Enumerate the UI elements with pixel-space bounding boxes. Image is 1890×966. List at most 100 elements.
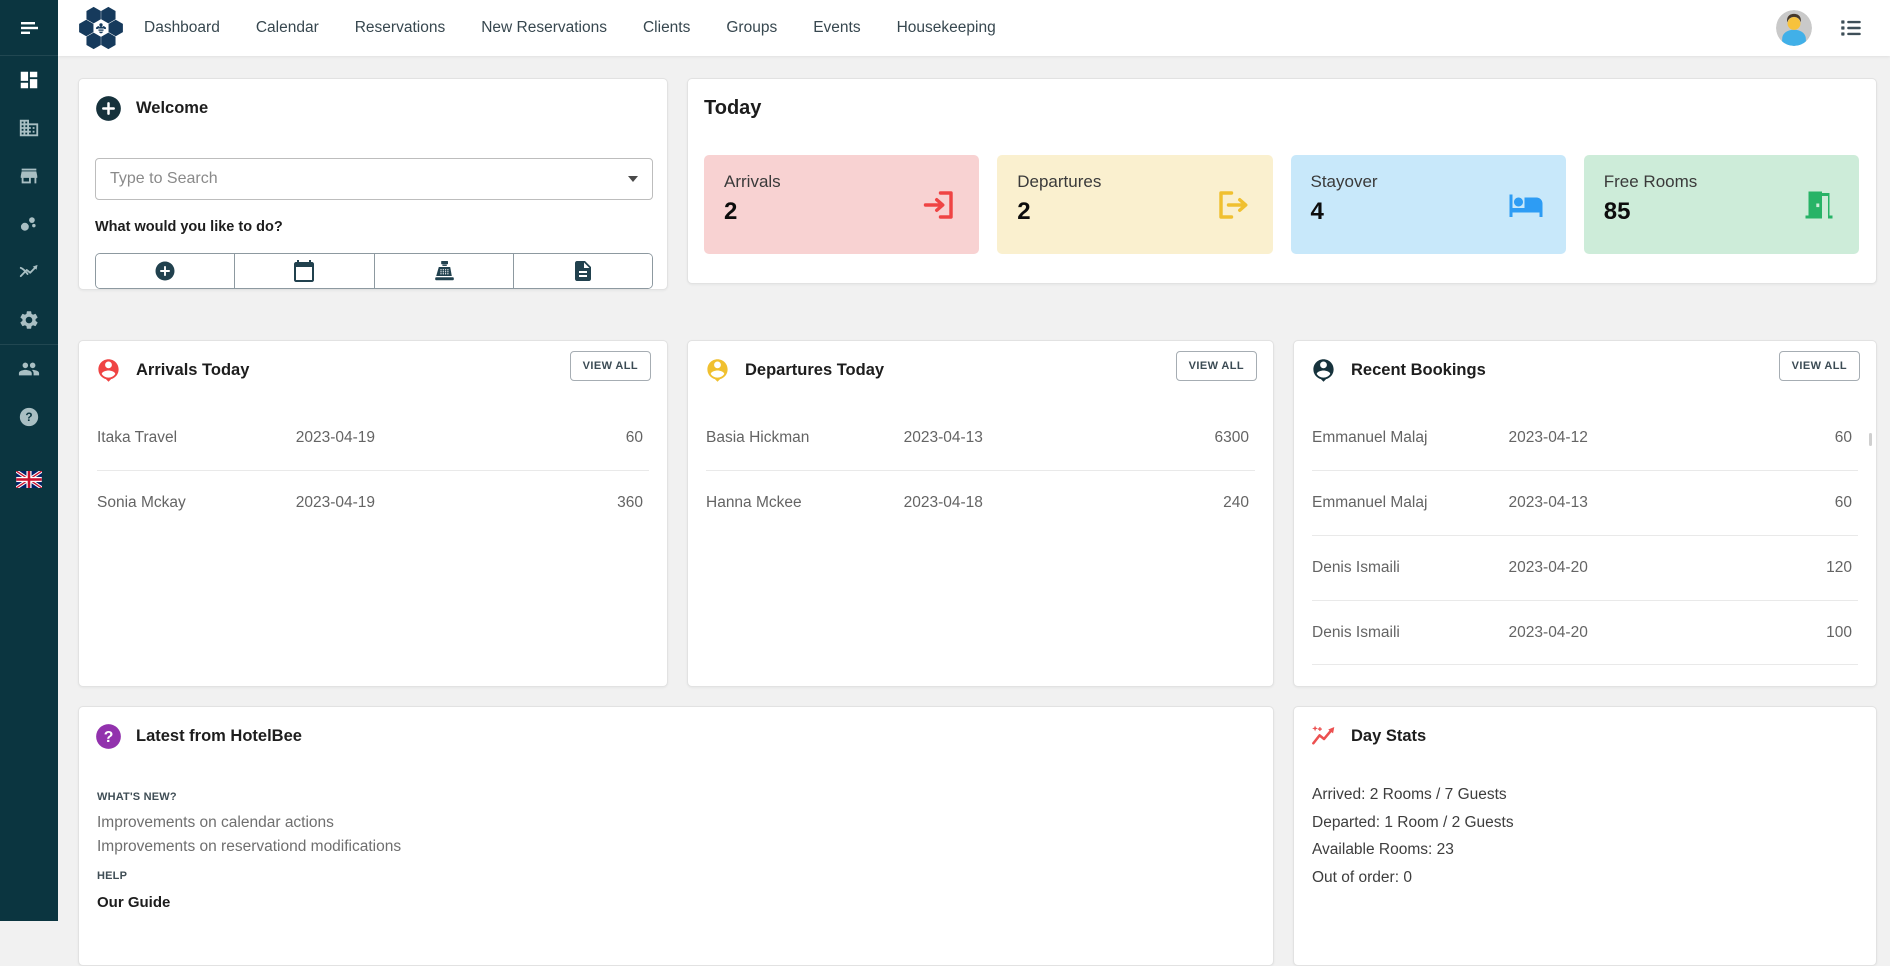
departures-today-card: Departures Today VIEW ALL Basia Hickman … (687, 340, 1274, 687)
sidebar-item-frontdesk[interactable] (0, 152, 58, 200)
dashboard-icon (20, 71, 38, 89)
whats-new-label: WHAT'S NEW? (97, 791, 177, 803)
guest-name: Emmanuel Malaj (1312, 494, 1428, 511)
chevron-down-icon[interactable] (628, 176, 638, 182)
recent-view-all-button[interactable]: VIEW ALL (1778, 351, 1860, 381)
welcome-header: Welcome (95, 95, 208, 122)
hotelbee-logo[interactable] (78, 5, 124, 51)
door-icon (1805, 191, 1833, 219)
recent-bookings-card: Recent Bookings VIEW ALL Emmanuel Malaj … (1293, 340, 1877, 687)
new-reservation-button[interactable] (96, 254, 236, 288)
stat-stayover[interactable]: Stayover 4 (1290, 155, 1566, 254)
sidebar-item-statistics[interactable] (0, 248, 58, 296)
sidebar: ? (0, 0, 58, 921)
today-title: Today (704, 97, 762, 119)
nav-item-groups[interactable]: Groups (726, 19, 778, 36)
stat-value: 2 (1017, 198, 1031, 225)
table-row[interactable]: Emmanuel Malaj 2023-04-12 60 (1312, 405, 1858, 470)
latest-header: ? Latest from HotelBee (95, 723, 302, 750)
nav-item-housekeeping[interactable]: Housekeeping (896, 19, 996, 36)
sidebar-divider (0, 344, 58, 345)
day-stat-line: Arrived: 2 Rooms / 7 Guests (1312, 786, 1507, 803)
stat-arrivals[interactable]: Arrivals 2 (704, 155, 980, 254)
guest-name: Emmanuel Malaj (1312, 428, 1428, 446)
day-stat-line: Out of order: 0 (1312, 869, 1412, 886)
sidebar-item-channels[interactable] (0, 200, 58, 248)
departures-view-all-button[interactable]: VIEW ALL (1175, 351, 1257, 381)
document-icon (574, 261, 591, 281)
top-navbar: Dashboard Calendar Reservations New Rese… (58, 0, 1890, 56)
booking-amount: 60 (1834, 428, 1852, 446)
booking-date: 2023-04-20 (1508, 559, 1588, 576)
sidebar-item-users[interactable] (0, 345, 58, 393)
booking-amount: 60 (1834, 494, 1852, 511)
user-avatar[interactable] (1776, 10, 1812, 46)
sidebar-item-dashboard[interactable] (0, 56, 58, 104)
document-button[interactable] (513, 254, 652, 288)
guest-name: Itaka Travel (97, 428, 178, 446)
table-row[interactable]: Basia Hickman 2023-04-13 6300 (706, 405, 1255, 470)
departures-header: Departures Today (704, 357, 884, 384)
help-circle-icon: ? (96, 724, 121, 749)
day-stat-line: Departed: 1 Room / 2 Guests (1312, 814, 1514, 831)
news-item: Improvements on calendar actions (97, 814, 334, 831)
welcome-question: What would you like to do? (95, 219, 283, 235)
stat-label: Departures (1017, 172, 1102, 191)
stat-free-rooms[interactable]: Free Rooms 85 (1583, 155, 1859, 254)
hamburger-icon (21, 21, 38, 34)
sidebar-menu-button[interactable] (0, 0, 58, 56)
help-label: HELP (97, 870, 128, 882)
cash-register-button[interactable] (374, 254, 514, 288)
table-row[interactable]: Hanna Mckee 2023-04-18 240 (706, 470, 1255, 535)
calendar-button[interactable] (235, 254, 375, 288)
stat-departures[interactable]: Departures 2 (997, 155, 1273, 254)
quick-actions (95, 253, 653, 289)
nav-item-calendar[interactable]: Calendar (255, 19, 319, 36)
nav-item-new-reservations[interactable]: New Reservations (481, 19, 607, 36)
stat-label: Arrivals (724, 172, 781, 191)
day-stats-title: Day Stats (1351, 727, 1427, 745)
nav-item-clients[interactable]: Clients (642, 19, 691, 36)
our-guide-link[interactable]: Our Guide (97, 894, 171, 911)
news-item: Improvements on reservationd modificatio… (97, 838, 402, 855)
recent-header: Recent Bookings (1310, 357, 1486, 384)
arrivals-view-all-button[interactable]: VIEW ALL (569, 351, 651, 381)
booking-amount: 240 (1223, 494, 1249, 511)
booking-date: 2023-04-13 (903, 428, 983, 446)
plus-circle-icon (96, 96, 121, 121)
arrivals-title: Arrivals Today (136, 361, 250, 379)
arrivals-today-card: Arrivals Today VIEW ALL Itaka Travel 202… (78, 340, 668, 687)
language-selector[interactable] (15, 469, 43, 490)
sidebar-item-settings[interactable] (0, 296, 58, 344)
nav-item-events[interactable]: Events (813, 19, 861, 36)
quick-list-button[interactable] (1838, 15, 1864, 41)
storefront-icon (20, 168, 38, 184)
nav-item-reservations[interactable]: Reservations (354, 19, 446, 36)
booking-amount: 120 (1826, 559, 1852, 576)
table-row[interactable]: Denis Ismaili 2023-04-20 100 (1312, 600, 1858, 665)
departures-table: Basia Hickman 2023-04-13 6300 Hanna Mcke… (706, 405, 1255, 535)
booking-amount: 6300 (1214, 428, 1249, 446)
sidebar-item-hotel[interactable] (0, 104, 58, 152)
booking-date: 2023-04-19 (295, 494, 376, 511)
people-icon (18, 362, 40, 376)
cash-register-icon (434, 261, 454, 281)
search-select (95, 158, 653, 200)
table-row[interactable]: Sonia Mckay 2023-04-19 360 (97, 470, 649, 535)
table-row[interactable]: Emmanuel Malaj 2023-04-13 60 (1312, 470, 1858, 535)
welcome-title: Welcome (136, 99, 209, 117)
scrollbar-thumb[interactable] (1869, 433, 1872, 446)
calendar-icon (294, 260, 315, 282)
sidebar-item-help[interactable]: ? (0, 393, 58, 441)
stat-value: 4 (1310, 198, 1324, 225)
help-icon: ? (19, 407, 39, 427)
search-input[interactable] (95, 158, 653, 200)
welcome-card: Welcome What would you like to do? (78, 78, 668, 290)
person-pin-icon (1313, 359, 1334, 382)
table-row[interactable]: Itaka Travel 2023-04-19 60 (97, 405, 649, 470)
nav-item-dashboard[interactable]: Dashboard (144, 19, 220, 36)
stat-label: Free Rooms (1603, 172, 1698, 191)
today-card: Today Arrivals 2 Departures 2 Stayover 4 (687, 78, 1877, 284)
table-row[interactable]: Denis Ismaili 2023-04-20 120 (1312, 535, 1858, 600)
